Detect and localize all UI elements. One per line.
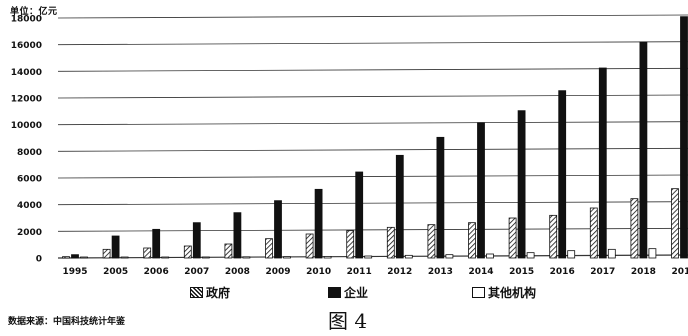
bar-other-2006 [161, 256, 170, 259]
bar-other-2005 [120, 256, 129, 259]
x-tick-label-1995: 1995 [62, 267, 87, 277]
bar-enterprise-2013 [436, 136, 445, 259]
bar-government-1995 [62, 256, 70, 259]
figure-caption: 图 4 [328, 309, 368, 333]
bar-government-2012 [386, 226, 395, 259]
bars [62, 16, 688, 259]
gridline-16000 [57, 41, 688, 46]
gridline-2000 [57, 227, 688, 232]
bar-enterprise-2015 [517, 110, 526, 259]
x-axis-ticks: 1995 2005 2006 2007 2008 2009 2010 2011 2012 2013… [62, 267, 688, 277]
legend-label-enterprise: 企业 [344, 286, 369, 300]
bar-government-2018 [630, 198, 639, 259]
bar-enterprise-2012 [395, 154, 404, 259]
gridline-6000 [57, 174, 688, 179]
x-tick-label-2019: 2019 [671, 267, 688, 277]
x-tick-label-2014: 2014 [468, 267, 493, 277]
x-tick-label-2012: 2012 [387, 267, 412, 277]
bar-enterprise-2007 [192, 222, 201, 259]
gridline-8000 [57, 147, 688, 152]
bar-other-2015 [526, 252, 535, 259]
x-tick-label-2010: 2010 [306, 267, 331, 277]
bar-government-2014 [468, 222, 476, 259]
bar-other-2012 [404, 254, 413, 259]
bar-other-2007 [201, 256, 210, 259]
bar-enterprise-2014 [477, 122, 485, 259]
bar-other-2016 [567, 250, 576, 259]
x-tick-label-2011: 2011 [347, 267, 372, 277]
bar-enterprise-2006 [152, 228, 161, 259]
bar-other-2018 [648, 248, 657, 259]
legend-swatch-enterprise [328, 287, 341, 298]
y-tick-label-16000: 16000 [11, 41, 42, 51]
bar-other-1995 [80, 256, 88, 259]
legend-item-government: 政府 [190, 284, 230, 301]
x-tick-label-2005: 2005 [103, 267, 128, 277]
legend-item-other: 其他机构 [472, 284, 536, 301]
bar-government-2016 [549, 214, 558, 259]
legend-label-government: 政府 [206, 286, 231, 300]
bar-government-2009 [265, 238, 273, 259]
x-tick-label-2013: 2013 [428, 267, 453, 277]
x-tick-label-2018: 2018 [631, 267, 656, 277]
bar-enterprise-2018 [639, 41, 648, 259]
data-source-note: 数据来源：中国科技统计年鉴 [8, 317, 126, 327]
bar-government-2011 [346, 230, 355, 259]
bar-enterprise-1995 [71, 254, 79, 259]
x-tick-label-2006: 2006 [144, 267, 169, 277]
gridline-4000 [57, 201, 688, 206]
gridline-14000 [57, 67, 688, 72]
legend-label-other: 其他机构 [488, 286, 537, 300]
x-tick-label-2015: 2015 [509, 267, 534, 277]
bar-enterprise-2019 [680, 16, 688, 259]
bar-government-2013 [427, 224, 436, 259]
bar-other-2009 [283, 256, 291, 259]
bar-other-2014 [486, 253, 494, 259]
legend-item-enterprise: 企业 [328, 284, 368, 301]
bar-government-2015 [508, 217, 517, 259]
x-tick-label-2008: 2008 [225, 267, 250, 277]
y-tick-label-12000: 12000 [11, 95, 42, 105]
bar-government-2010 [305, 233, 314, 259]
bar-enterprise-2008 [233, 212, 242, 259]
bar-other-2008 [242, 256, 251, 259]
y-tick-label-6000: 6000 [17, 175, 42, 185]
gridline-18000 [57, 14, 688, 19]
x-tick-label-2007: 2007 [184, 267, 209, 277]
bar-enterprise-2016 [558, 90, 567, 259]
bar-other-2013 [445, 254, 454, 259]
y-tick-label-10000: 10000 [11, 121, 42, 131]
bar-government-2008 [224, 243, 233, 259]
x-tick-label-2017: 2017 [590, 267, 615, 277]
bar-government-2007 [183, 245, 192, 259]
bar-enterprise-2011 [355, 171, 364, 259]
bar-enterprise-2009 [274, 200, 282, 259]
x-tick-label-2009: 2009 [265, 267, 290, 277]
bar-other-2017 [607, 248, 616, 259]
bar-enterprise-2017 [598, 67, 607, 259]
legend-swatch-other [472, 287, 485, 298]
bar-government-2019 [671, 188, 679, 259]
bar-enterprise-2005 [111, 235, 120, 259]
y-tick-label-14000: 14000 [11, 68, 42, 78]
y-tick-label-4000: 4000 [17, 201, 42, 211]
y-axis-ticks: 0 2000 4000 6000 8000 10000 12000 14000 16000 180… [11, 15, 42, 265]
bar-government-2017 [589, 207, 598, 259]
y-tick-label-2000: 2000 [17, 228, 42, 238]
gridline-12000 [57, 94, 688, 99]
y-axis-label: 单位：亿元 [10, 7, 58, 17]
gridlines [57, 14, 688, 259]
gridline-10000 [57, 121, 688, 126]
y-tick-label-8000: 8000 [17, 148, 42, 158]
bar-other-2011 [364, 255, 373, 259]
bar-government-2006 [143, 247, 152, 259]
legend-swatch-government [190, 287, 203, 298]
y-tick-label-0: 0 [36, 255, 42, 265]
bar-enterprise-2010 [314, 188, 323, 259]
bar-other-2010 [323, 255, 332, 259]
x-tick-label-2016: 2016 [550, 267, 575, 277]
bar-government-2005 [102, 248, 111, 259]
y-tick-label-18000: 18000 [11, 15, 42, 25]
